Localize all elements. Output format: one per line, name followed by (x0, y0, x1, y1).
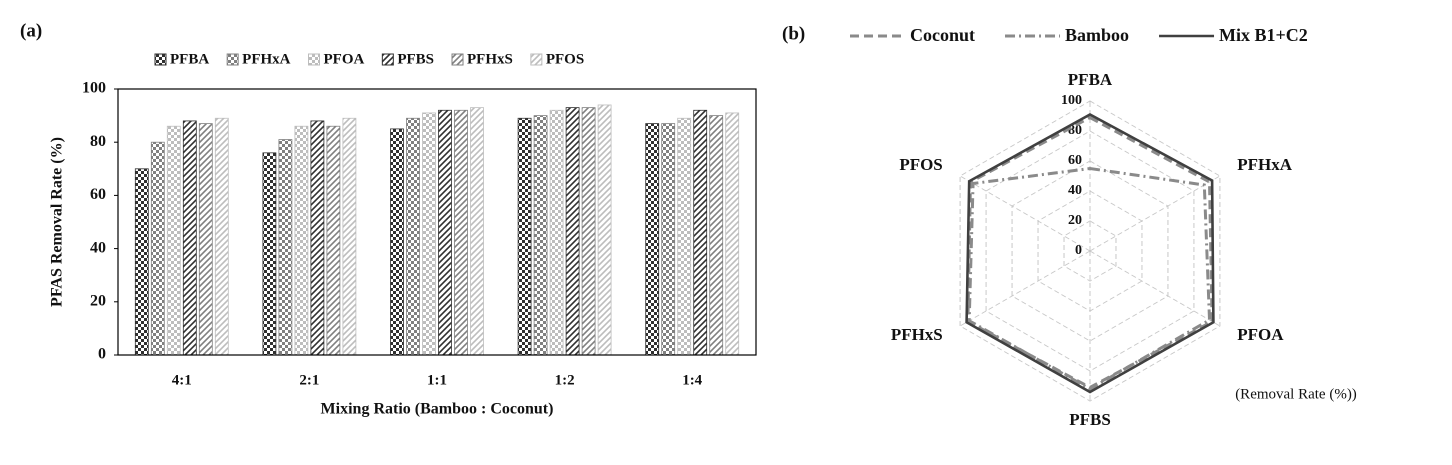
annotation: (Removal Rate (%)) (1235, 386, 1357, 402)
x-axis-title: Mixing Ratio (Bamboo : Coconut) (321, 401, 554, 418)
bar (470, 107, 484, 356)
spoke (1089, 250, 1221, 327)
legend-swatch (451, 53, 464, 66)
bar (709, 115, 724, 356)
r-tick-label: 40 (1068, 183, 1082, 198)
bar (422, 112, 436, 356)
bar (693, 109, 708, 356)
bar (661, 123, 676, 356)
bar (310, 120, 325, 356)
spoke (1089, 175, 1221, 252)
x-tick-label: 4:1 (172, 372, 192, 388)
radar-line (967, 166, 1212, 391)
panel-label: (a) (20, 20, 42, 41)
legend-label: PFHxS (467, 51, 513, 67)
axis-label: PFHxA (1237, 155, 1292, 174)
bar (597, 104, 612, 356)
y-tick-label: 40 (90, 239, 106, 256)
legend-swatch (154, 53, 167, 66)
x-tick-label: 1:1 (427, 372, 447, 388)
spoke (959, 250, 1091, 327)
bar (150, 141, 165, 356)
legend-label: PFHxA (242, 51, 290, 67)
panel-label: (b) (782, 23, 805, 44)
legend-swatch (226, 53, 239, 66)
bar (406, 117, 420, 356)
legend-swatch (381, 53, 394, 66)
grid-ring (985, 130, 1195, 372)
radar-line (965, 113, 1215, 394)
bar (326, 125, 341, 356)
bar (565, 107, 580, 356)
bar (390, 128, 404, 356)
bar (294, 125, 309, 356)
bar (517, 117, 532, 356)
spoke (959, 175, 1091, 252)
r-tick-label: 20 (1068, 213, 1082, 228)
bar (342, 117, 357, 356)
legend-label: PFOA (324, 51, 365, 67)
r-tick-label: 60 (1068, 153, 1082, 168)
bar (438, 109, 452, 356)
bar (214, 117, 229, 356)
x-tick-label: 2:1 (299, 372, 319, 388)
y-axis-title: PFAS Removal Rate (%) (49, 137, 66, 307)
legend-swatch (308, 53, 320, 66)
axis-label: PFBA (1068, 70, 1113, 89)
axis-label: PFOS (899, 155, 942, 174)
axis-label: PFBS (1069, 410, 1111, 429)
bar (454, 109, 468, 356)
axis-label: PFHxS (891, 325, 943, 344)
r-tick-label: 0 (1075, 243, 1082, 258)
r-tick-label: 80 (1068, 123, 1082, 138)
grid-ring (1063, 220, 1117, 282)
legend-label: PFBA (170, 51, 209, 67)
y-tick-label: 80 (90, 133, 106, 150)
y-tick-label: 100 (82, 80, 106, 97)
x-tick-label: 1:2 (555, 372, 575, 388)
bar (166, 125, 181, 356)
r-tick-label: 100 (1061, 93, 1082, 108)
bar (677, 117, 692, 356)
x-tick-label: 1:4 (682, 372, 702, 388)
bar (581, 107, 596, 356)
bar (725, 112, 740, 356)
grid-ring (959, 100, 1221, 402)
y-tick-label: 60 (90, 186, 106, 203)
bar (182, 120, 197, 356)
legend-label: PFOS (546, 51, 584, 67)
axis-label: PFOA (1237, 325, 1284, 344)
bar (262, 152, 277, 356)
bar (278, 139, 293, 356)
legend-swatch (530, 53, 543, 66)
plot-frame (117, 88, 757, 356)
y-tick-label: 20 (90, 292, 106, 309)
bar (645, 123, 660, 356)
bar (549, 109, 564, 356)
legend-label: PFBS (397, 51, 434, 67)
legend-label: Bamboo (1065, 25, 1129, 45)
bar (198, 123, 213, 356)
legend-label: Mix B1+C2 (1219, 25, 1308, 45)
bar (533, 115, 548, 356)
bar (134, 168, 149, 356)
legend-label: Coconut (910, 25, 975, 45)
y-tick-label: 0 (98, 346, 106, 363)
